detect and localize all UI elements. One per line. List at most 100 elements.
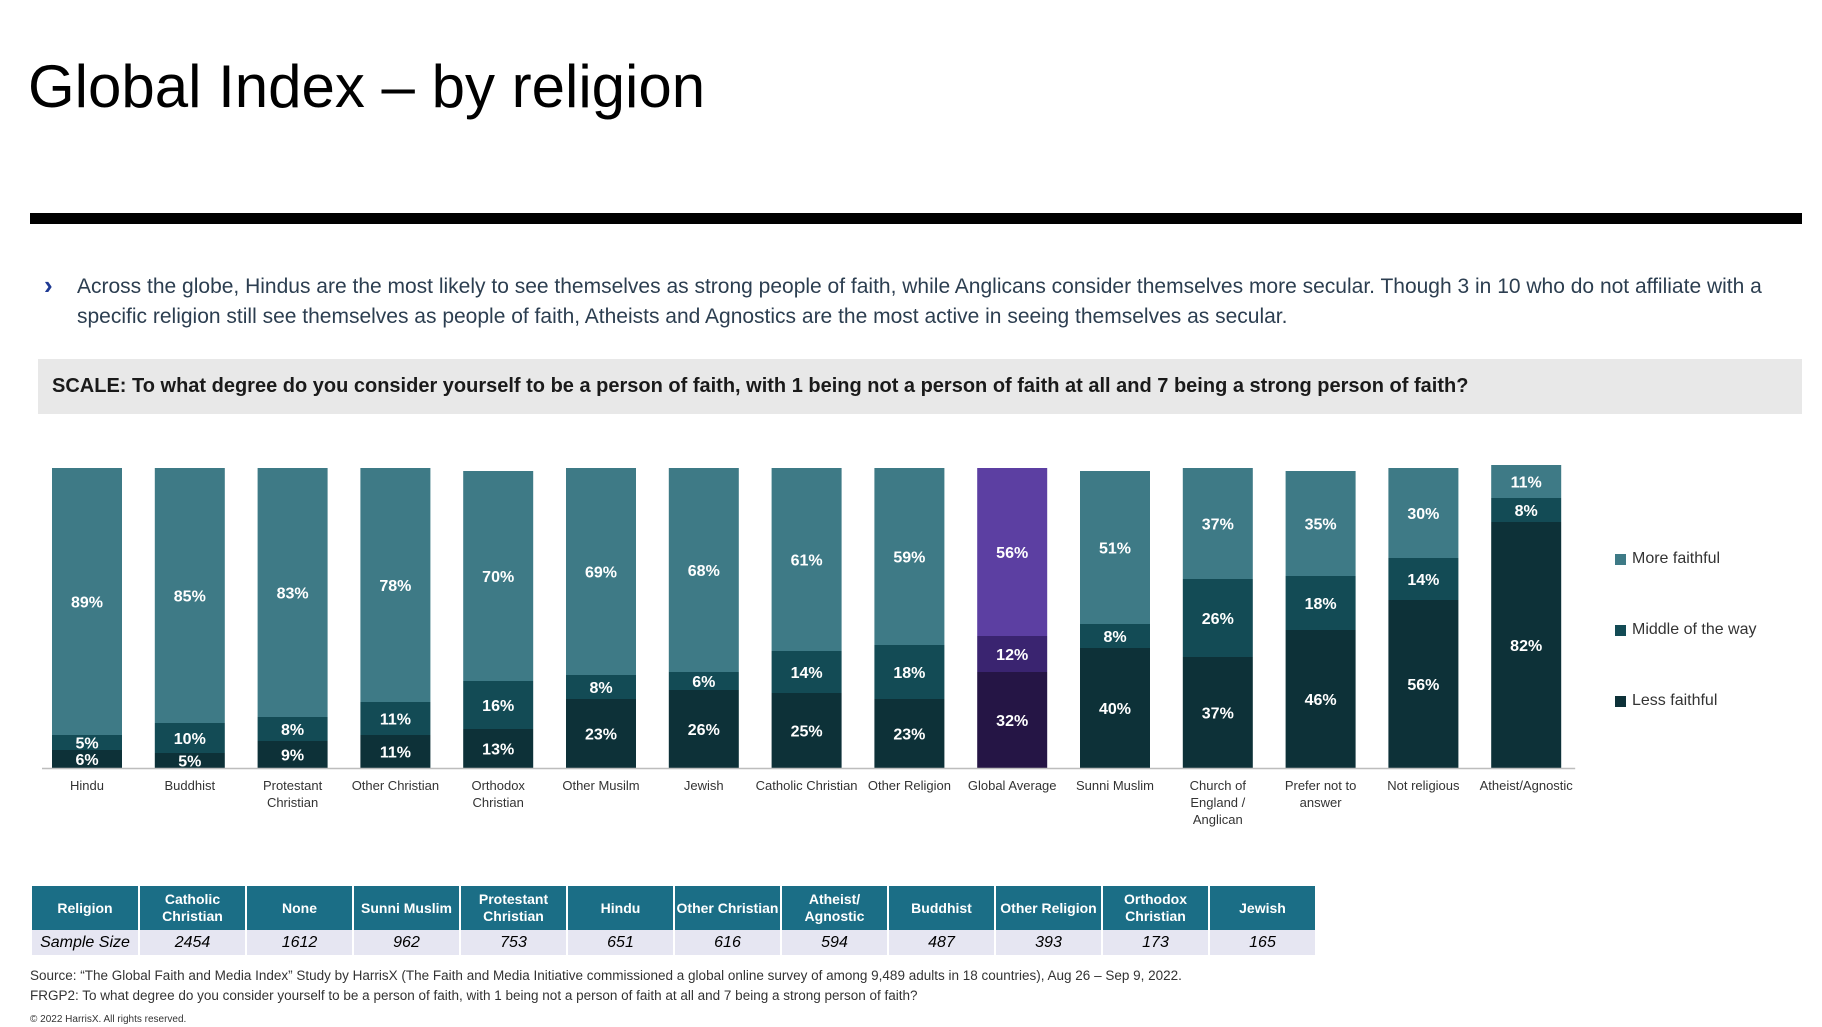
legend-label: Middle of the way — [1632, 621, 1757, 638]
bar-more-faithful-other-musilm — [566, 468, 636, 675]
bar-less-faithful-not-religious — [1388, 600, 1459, 768]
data-label: 5% — [178, 754, 201, 771]
category-label: Protestant — [263, 778, 323, 793]
sample-table-column-header: Protestant Christian — [461, 886, 566, 930]
category-label: Buddhist — [165, 778, 216, 793]
legend-swatch — [1615, 695, 1626, 707]
data-label: 61% — [791, 553, 823, 570]
data-label: 14% — [1407, 572, 1439, 589]
data-label: 18% — [1305, 596, 1337, 613]
category-label: England / — [1190, 795, 1245, 810]
sample-table-column-header: Hindu — [568, 886, 673, 930]
sample-table-cell: 594 — [782, 930, 887, 955]
bar-middle-of-the-way-catholic-christian — [771, 651, 842, 693]
data-label: 85% — [174, 589, 206, 606]
page-title: Global Index – by religion — [28, 53, 706, 120]
category-label: Other Musilm — [562, 778, 639, 793]
sample-table-cell: 962 — [354, 930, 459, 955]
category-label: Atheist/Agnostic — [1480, 778, 1574, 793]
data-label: 32% — [996, 713, 1028, 730]
sample-table-cell: 393 — [996, 930, 1101, 955]
bar-less-faithful-other-musilm — [566, 699, 636, 768]
bar-more-faithful-hindu — [52, 468, 122, 735]
data-label: 37% — [1202, 706, 1234, 723]
scale-question-box: SCALE: To what degree do you consider yo… — [38, 359, 1802, 414]
data-label: 89% — [71, 595, 103, 612]
bar-more-faithful-other-religion — [874, 468, 945, 645]
bar-less-faithful-jewish — [668, 690, 739, 768]
data-label: 8% — [589, 680, 612, 697]
bar-less-faithful-prefer-not-to-answer — [1285, 630, 1356, 768]
sample-table-values-row: Sample Size 2454 1612 962 753 651 616 594 487 39… — [32, 930, 1315, 955]
sample-table-column-header: Buddhist — [889, 886, 994, 930]
sample-table-cell: 487 — [889, 930, 994, 955]
bar-middle-of-the-way-other-christian — [360, 702, 431, 735]
category-label: Other Christian — [352, 778, 439, 793]
data-label: 69% — [585, 565, 617, 582]
bar-more-faithful-other-christian — [360, 468, 431, 702]
sample-table-cell: 616 — [675, 930, 780, 955]
data-label: 26% — [688, 722, 720, 739]
data-label: 11% — [380, 745, 411, 762]
data-label: 30% — [1407, 506, 1439, 523]
bar-middle-of-the-way-other-religion — [874, 645, 945, 699]
bar-less-faithful-orthodox-christian — [463, 729, 534, 768]
data-label: 51% — [1099, 541, 1131, 558]
bar-more-faithful-global-average — [977, 468, 1048, 636]
legend-label: Less faithful — [1632, 692, 1718, 709]
bar-more-faithful-sunni-muslim — [1080, 471, 1150, 624]
bar-less-faithful-global-average — [977, 672, 1048, 768]
category-label: Hindu — [70, 778, 104, 793]
legend-label: More faithful — [1632, 550, 1721, 567]
data-label: 56% — [996, 545, 1028, 562]
data-label: 40% — [1099, 701, 1131, 718]
data-label: 12% — [996, 647, 1028, 664]
data-label: 25% — [791, 724, 823, 741]
bar-less-faithful-protestant-christian — [257, 741, 328, 768]
scale-question-text: SCALE: To what degree do you consider yo… — [52, 375, 1469, 397]
data-label: 5% — [75, 736, 98, 753]
bar-middle-of-the-way-global-average — [977, 636, 1048, 672]
key-finding-text: Across the globe, Hindus are the most li… — [77, 275, 1762, 328]
data-label: 11% — [1511, 475, 1542, 492]
category-label: Christian — [473, 795, 524, 810]
bar-less-faithful-hindu — [52, 750, 122, 768]
category-label: answer — [1300, 795, 1343, 810]
bar-less-faithful-other-christian — [360, 735, 431, 768]
category-label: Other Religion — [868, 778, 951, 793]
data-label: 68% — [688, 563, 720, 580]
source-note: Source: “The Global Faith and Media Inde… — [30, 966, 1430, 1006]
data-label: 6% — [75, 752, 98, 769]
data-label: 10% — [174, 731, 206, 748]
bar-middle-of-the-way-not-religious — [1388, 558, 1459, 600]
bar-more-faithful-not-religious — [1388, 468, 1459, 558]
data-label: 8% — [1515, 503, 1538, 520]
bar-more-faithful-church-of-england-anglican — [1182, 468, 1253, 579]
bar-middle-of-the-way-atheist-agnostic — [1491, 498, 1562, 522]
bar-less-faithful-buddhist — [154, 753, 225, 768]
category-label: Catholic Christian — [756, 778, 858, 793]
data-label: 37% — [1202, 517, 1234, 534]
category-label: Prefer not to — [1285, 778, 1357, 793]
sample-table-cell: 1612 — [247, 930, 352, 955]
sample-table-column-header: Jewish — [1210, 886, 1315, 930]
bar-more-faithful-prefer-not-to-answer — [1285, 471, 1356, 576]
data-label: 6% — [692, 674, 715, 691]
bar-middle-of-the-way-church-of-england-anglican — [1182, 579, 1253, 657]
data-label: 59% — [893, 550, 925, 567]
bar-middle-of-the-way-prefer-not-to-answer — [1285, 576, 1356, 630]
bar-middle-of-the-way-jewish — [668, 672, 739, 690]
data-label: 11% — [380, 712, 411, 729]
data-label: 83% — [277, 586, 309, 603]
sample-table-column-header: Atheist/ Agnostic — [782, 886, 887, 930]
data-label: 78% — [379, 578, 411, 595]
bar-less-faithful-atheist-agnostic — [1491, 522, 1562, 768]
bar-more-faithful-protestant-christian — [257, 468, 328, 717]
data-label: 26% — [1202, 611, 1234, 628]
sample-table-cell: 165 — [1210, 930, 1315, 955]
data-label: 18% — [893, 665, 925, 682]
legend-item-less-faithful: Less faithful — [1615, 692, 1717, 710]
chevron-right-icon: › — [44, 270, 53, 300]
data-label: 56% — [1407, 677, 1439, 694]
data-label: 13% — [482, 742, 514, 759]
